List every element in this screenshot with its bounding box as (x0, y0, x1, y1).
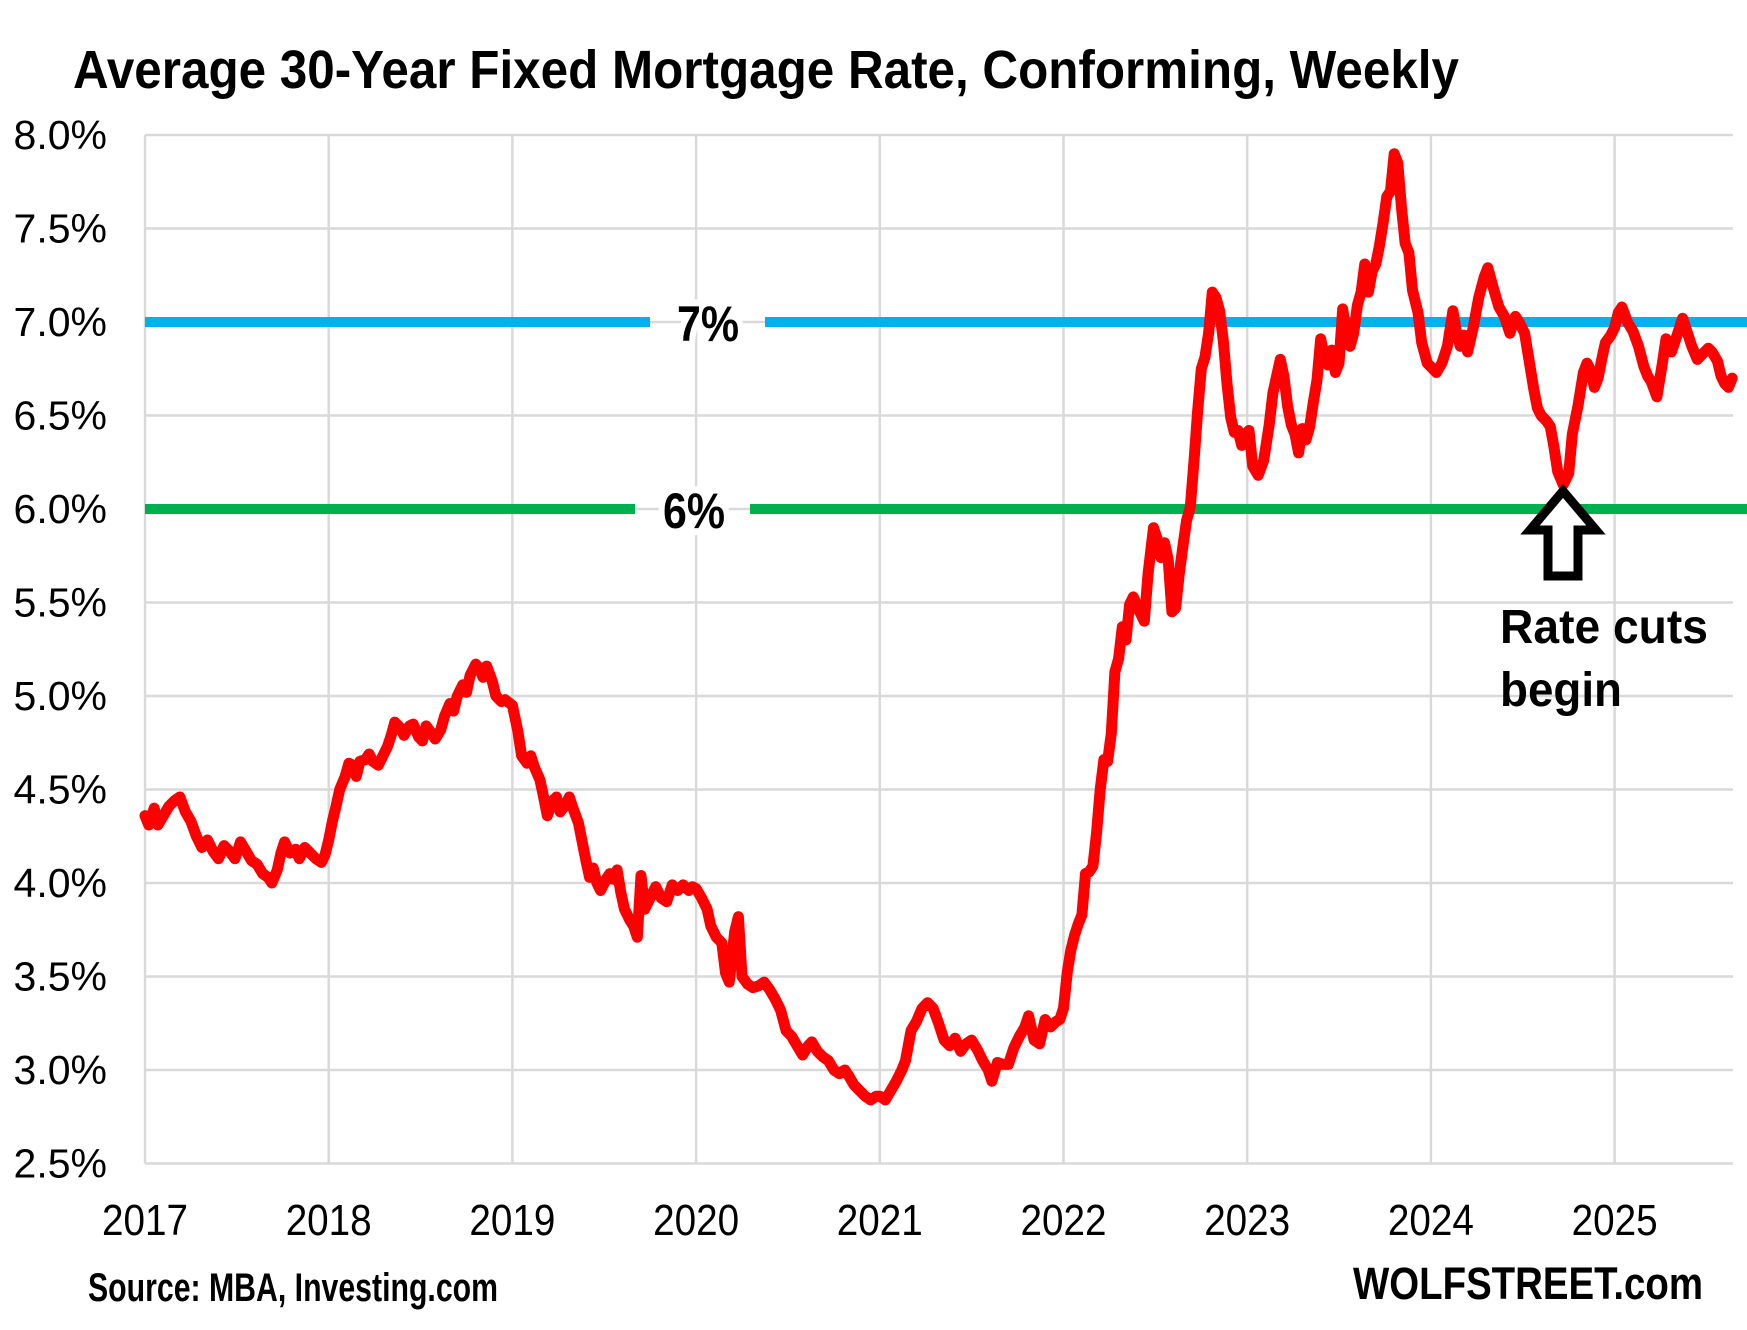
y-tick-label: 2.5% (14, 1141, 107, 1187)
plot-area: 8.0% 7.5% 7.0% 6.5% 6.0% 5.5% 5.0% 4.5% 4.0% 3.5%… (14, 112, 1747, 1245)
x-tick-label: 2017 (102, 1196, 188, 1245)
x-tick-label: 2025 (1572, 1196, 1658, 1245)
y-tick-label: 4.0% (14, 860, 107, 906)
y-tick-label: 6.5% (14, 393, 107, 439)
y-tick-label: 5.0% (14, 673, 107, 719)
y-tick-label: 7.0% (14, 299, 107, 345)
y-tick-label: 8.0% (14, 112, 107, 158)
reference-label-6pct: 6% (663, 483, 725, 539)
y-tick-label: 3.0% (14, 1047, 107, 1093)
y-tick-label: 4.5% (14, 767, 107, 813)
wolfstreet-branding: WOLFSTREET.com (1353, 1258, 1703, 1309)
y-tick-label: 6.0% (14, 486, 107, 532)
annotation-rate-cuts-line1: Rate cuts (1500, 601, 1708, 654)
x-tick-label: 2020 (653, 1196, 739, 1245)
up-arrow-icon (1520, 484, 1606, 581)
chart-title: Average 30-Year Fixed Mortgage Rate, Con… (73, 40, 1459, 100)
y-tick-label: 3.5% (14, 954, 107, 1000)
x-tick-label: 2023 (1204, 1196, 1290, 1245)
x-tick-label: 2021 (837, 1196, 923, 1245)
source-note: Source: MBA, Investing.com (88, 1266, 498, 1310)
x-tick-label: 2018 (286, 1196, 372, 1245)
x-tick-label: 2024 (1388, 1196, 1474, 1245)
x-tick-label: 2019 (469, 1196, 555, 1245)
annotation-rate-cuts-line2: begin (1500, 664, 1622, 717)
y-tick-label: 5.5% (14, 580, 107, 626)
x-tick-label: 2022 (1021, 1196, 1107, 1245)
reference-label-7pct: 7% (677, 296, 739, 352)
y-tick-label: 7.5% (14, 206, 107, 252)
mortgage-rate-series (139, 148, 1738, 1106)
